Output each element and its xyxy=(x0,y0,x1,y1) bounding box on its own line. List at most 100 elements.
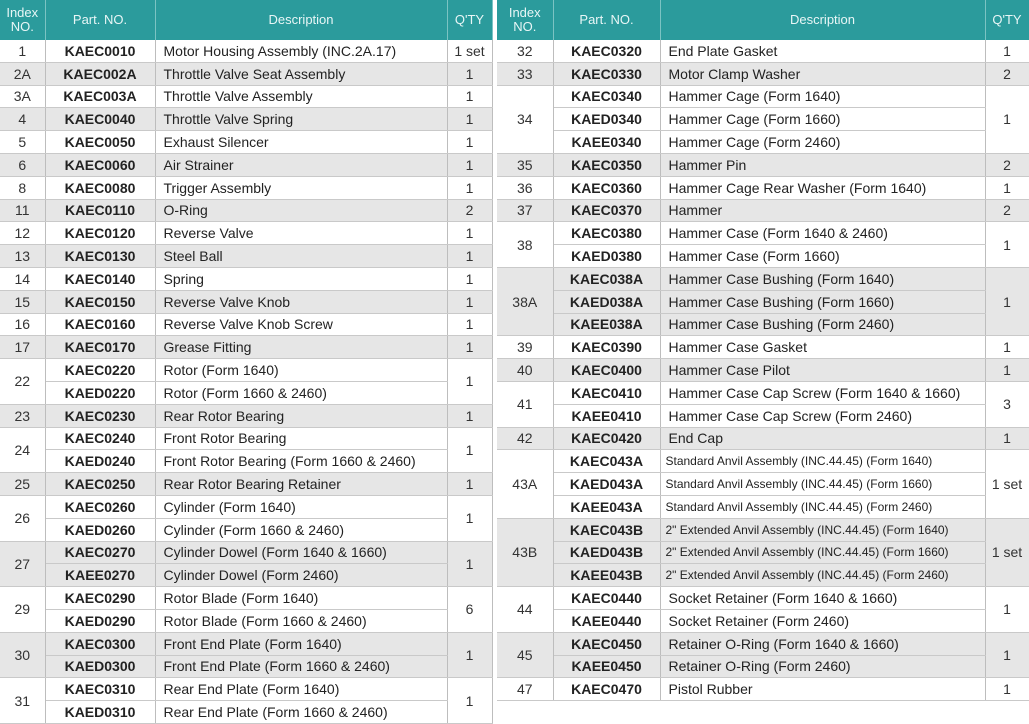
qty-cell: 6 xyxy=(447,586,493,633)
table-row: KAEE0270 Cylinder Dowel (Form 2460) xyxy=(0,563,492,588)
parts-table: Index NO. Part. NO. Description Q'TY 32 KAEC0… xyxy=(497,0,1029,702)
index-cell: 29 xyxy=(0,586,46,633)
index-cell: 38 xyxy=(497,221,554,268)
description-cell: Hammer Case Cap Screw (Form 2460) xyxy=(660,404,986,428)
description-cell: O-Ring xyxy=(155,199,448,223)
description-cell: Reverse Valve Knob Screw xyxy=(155,313,448,337)
part-number-cell: KAEC0080 xyxy=(45,176,156,200)
description-cell: 2" Extended Anvil Assembly (INC.44.45) (… xyxy=(660,518,986,542)
index-cell: 27 xyxy=(0,541,46,588)
description-cell: Exhaust Silencer xyxy=(155,130,448,154)
description-cell: Motor Housing Assembly (INC.2A.17) xyxy=(155,40,448,63)
parts-table: Index NO. Part. NO. Description Q'TY 1 KAEC00… xyxy=(0,0,493,724)
index-cell: 11 xyxy=(0,199,46,223)
part-number-cell: KAEC0160 xyxy=(45,313,156,337)
table-row: 43B KAEC043B 2" Extended Anvil Assembly (I… xyxy=(497,518,1029,588)
index-cell: 39 xyxy=(497,335,554,360)
qty-cell: 1 xyxy=(447,358,493,405)
qty-cell: 1 xyxy=(447,495,493,542)
table-row: 37 KAEC0370 Hammer 2 xyxy=(497,199,1029,223)
table-row: 1 KAEC0010 Motor Housing Assembly (INC.2A.… xyxy=(0,40,493,63)
qty-cell: 1 xyxy=(447,62,493,86)
part-number-cell: KAEC0130 xyxy=(45,244,156,268)
description-cell: 2" Extended Anvil Assembly (INC.44.45) (… xyxy=(660,563,986,588)
header-qty: Q'TY xyxy=(985,0,1029,40)
description-cell: Hammer Case Cap Screw (Form 1640 & 1660) xyxy=(660,381,986,405)
table-row: KAED0380 Hammer Case (Form 1660) xyxy=(497,244,1029,268)
header-description: Description xyxy=(155,0,448,40)
part-number-cell: KAED038A xyxy=(553,290,661,314)
part-number-cell: KAEC0060 xyxy=(45,153,156,177)
index-cell: 43A xyxy=(497,449,554,519)
description-cell: Rear Rotor Bearing Retainer xyxy=(155,472,448,496)
part-number-cell: KAED0290 xyxy=(45,609,156,633)
table-row: KAEE043B 2" Extended Anvil Assembly (INC.… xyxy=(497,563,1029,588)
qty-cell: 2 xyxy=(985,199,1029,223)
table-row: 33 KAEC0330 Motor Clamp Washer 2 xyxy=(497,62,1029,86)
table-row: 47 KAEC0470 Pistol Rubber 1 xyxy=(497,677,1029,702)
table-row: 5 KAEC0050 Exhaust Silencer 1 xyxy=(0,130,493,154)
table-row: KAED0220 Rotor (Form 1660 & 2460) xyxy=(0,381,492,405)
index-cell: 3A xyxy=(0,85,46,109)
table-row: KAED0240 Front Rotor Bearing (Form 1660 &… xyxy=(0,449,492,474)
table-row: KAEE0450 Retainer O-Ring (Form 2460) xyxy=(497,655,1029,679)
description-cell: Throttle Valve Seat Assembly xyxy=(155,62,448,86)
part-number-cell: KAEE043B xyxy=(553,563,661,588)
qty-cell: 1 set xyxy=(985,449,1029,519)
index-cell: 25 xyxy=(0,472,46,496)
qty-cell: 1 xyxy=(985,586,1029,633)
description-cell: Hammer Cage (Form 1640) xyxy=(660,85,986,109)
table-row: 2A KAEC002A Throttle Valve Seat Assembly 1 xyxy=(0,62,493,86)
index-cell: 1 xyxy=(0,40,46,63)
index-cell: 35 xyxy=(497,153,554,177)
description-cell: Motor Clamp Washer xyxy=(660,62,986,86)
part-number-cell: KAEC0410 xyxy=(553,381,661,405)
description-cell: Hammer xyxy=(660,199,986,223)
qty-cell: 1 xyxy=(985,632,1029,679)
description-cell: Rear Rotor Bearing xyxy=(155,404,448,428)
header-part: Part. NO. xyxy=(45,0,156,40)
description-cell: Cylinder (Form 1640) xyxy=(155,495,448,519)
index-cell: 33 xyxy=(497,62,554,86)
table-row: 39 KAEC0390 Hammer Case Gasket 1 xyxy=(497,335,1029,360)
part-number-cell: KAEE0410 xyxy=(553,404,661,428)
part-number-cell: KAEC0170 xyxy=(45,335,156,360)
index-cell: 41 xyxy=(497,381,554,428)
index-cell: 38A xyxy=(497,267,554,337)
index-cell: 6 xyxy=(0,153,46,177)
part-number-cell: KAED043A xyxy=(553,472,661,496)
description-cell: Rotor Blade (Form 1640) xyxy=(155,586,448,610)
qty-cell: 1 xyxy=(985,335,1029,360)
description-cell: Steel Ball xyxy=(155,244,448,268)
table-row: KAED0300 Front End Plate (Form 1660 & 246… xyxy=(0,655,492,679)
description-cell: Throttle Valve Spring xyxy=(155,107,448,132)
qty-cell: 2 xyxy=(447,199,493,223)
qty-cell: 1 xyxy=(985,85,1029,154)
part-number-cell: KAED0240 xyxy=(45,449,156,474)
description-cell: Rear End Plate (Form 1660 & 2460) xyxy=(155,700,448,724)
part-number-cell: KAEC0350 xyxy=(553,153,661,177)
header-index: Index NO. xyxy=(497,0,554,40)
part-number-cell: KAEC0310 xyxy=(45,677,156,702)
qty-cell: 1 xyxy=(447,176,493,200)
qty-cell: 1 xyxy=(447,153,493,177)
table-row: 4 KAEC0040 Throttle Valve Spring 1 xyxy=(0,107,493,132)
table-row: 44 KAEC0440 Socket Retainer (Form 1640 & 1… xyxy=(497,586,1029,633)
table-row: 29 KAEC0290 Rotor Blade (Form 1640) 6 xyxy=(0,586,493,633)
header-part: Part. NO. xyxy=(553,0,661,40)
table-row: KAEE0340 Hammer Cage (Form 2460) xyxy=(497,130,1029,154)
part-number-cell: KAEC0250 xyxy=(45,472,156,496)
table-row: 13 KAEC0130 Steel Ball 1 xyxy=(0,244,493,268)
part-number-cell: KAEC038A xyxy=(553,267,661,291)
description-cell: Standard Anvil Assembly (INC.44.45) (For… xyxy=(660,472,986,496)
part-number-cell: KAEC0270 xyxy=(45,541,156,565)
table-row: 38 KAEC0380 Hammer Case (Form 1640 & 2460)… xyxy=(497,221,1029,268)
index-cell: 40 xyxy=(497,358,554,382)
qty-cell: 1 xyxy=(447,107,493,132)
description-cell: Socket Retainer (Form 1640 & 1660) xyxy=(660,586,986,610)
part-number-cell: KAEC0040 xyxy=(45,107,156,132)
table-row: 12 KAEC0120 Reverse Valve 1 xyxy=(0,221,493,246)
table-row: 43A KAEC043A Standard Anvil Assembly (INC.… xyxy=(497,449,1029,519)
index-cell: 4 xyxy=(0,107,46,132)
qty-cell: 1 xyxy=(447,427,493,474)
